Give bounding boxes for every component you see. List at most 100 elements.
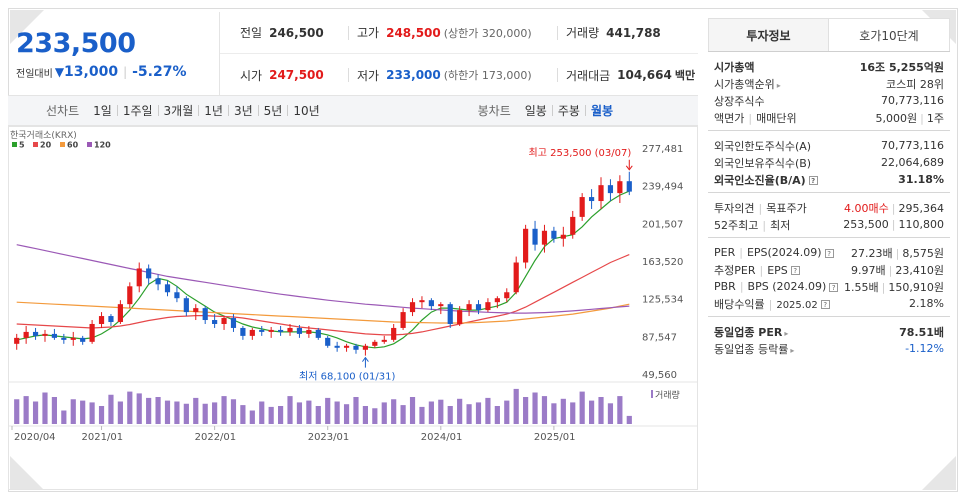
sector-change-row[interactable]: 동일업종 등락률 ▸ -1.12% (714, 342, 944, 356)
candle-body (230, 318, 237, 328)
chevron-right-icon: ▸ (776, 80, 781, 90)
help-icon[interactable]: ? (790, 266, 800, 275)
help-icon[interactable]: ? (824, 248, 834, 258)
candle-body (381, 339, 387, 342)
y-tick-label: 163,520 (642, 257, 683, 268)
stats-row-1: 전일 246,500 고가 248,500 (상한가 320,000) 거래량 … (220, 12, 698, 54)
volume-bar (457, 398, 463, 424)
tab-monthly[interactable]: 월봉 (590, 104, 614, 118)
tab-10y[interactable]: 10년 (293, 104, 320, 118)
volume-bar (570, 402, 576, 424)
volume-bar (155, 397, 161, 424)
candle-body (193, 308, 199, 313)
legend-label-ma120: 120 (94, 141, 111, 150)
min-arrow-icon (362, 356, 369, 362)
stock-panel: 233,500 전일대비 ▼ 13,000 | -5.27% 전일 246,50… (8, 12, 698, 490)
tab-1y[interactable]: 1년 (204, 104, 223, 118)
volume-bar (428, 401, 434, 424)
volume-bar (51, 397, 58, 424)
volume-bar (212, 402, 218, 424)
volume-bar (117, 401, 123, 424)
candle-body (475, 304, 482, 311)
x-tick-label: 2020/04 (14, 432, 56, 443)
y-tick-label: 87,547 (642, 332, 677, 343)
candle-body (541, 230, 548, 245)
candle-body (513, 262, 519, 293)
candle-body (127, 286, 133, 305)
candle-body (325, 337, 331, 346)
volume-bar (32, 401, 39, 424)
legend-label-ma20: 20 (40, 141, 52, 150)
tab-3y[interactable]: 3년 (233, 104, 253, 118)
tab-weekly[interactable]: 주봉 (557, 104, 580, 118)
chevron-right-icon: ▸ (790, 345, 795, 355)
volume-bar (438, 399, 444, 424)
x-tick-label: 2025/01 (534, 432, 576, 443)
candle-body (61, 337, 67, 340)
candle-body (532, 228, 538, 245)
volume-bar (588, 400, 595, 424)
candle-chart-tabs: 봉차트 일봉 주봉 월봉 (473, 102, 618, 119)
volume-bar (174, 401, 180, 424)
foreign-limit-row: 외국인한도주식수(A) 70,773,116 (714, 139, 944, 153)
market-rank-row[interactable]: 시가총액순위 ▸ 코스피 28위 (714, 77, 944, 91)
volume-bar (362, 406, 369, 424)
candle-body (155, 278, 161, 285)
volume-bar (381, 402, 387, 424)
tab-3m[interactable]: 3개월 (163, 104, 194, 118)
tab-daily[interactable]: 일봉 (524, 104, 547, 118)
market-cap-row: 시가총액 16조 5,255억원 (714, 60, 944, 74)
chart-period-tabs: 선차트 1일 1주일 3개월 1년 3년 5년 10년 봉차트 일봉 주봉 월봉 (8, 96, 698, 126)
volume-bar (108, 394, 114, 424)
candle-body (466, 304, 472, 311)
help-icon[interactable]: ? (808, 176, 818, 185)
candle-body (409, 302, 416, 313)
tab-5y[interactable]: 5년 (263, 104, 283, 118)
tab-1w[interactable]: 1주일 (122, 104, 153, 118)
volume-bar (61, 410, 67, 424)
chart-border (8, 126, 698, 490)
legend-swatch-ma20 (33, 142, 38, 147)
max-price-annotation: 최고 253,500 (03/07) (529, 147, 632, 159)
candle-body (174, 292, 180, 299)
candle-body (343, 345, 350, 348)
candle-body (306, 329, 312, 334)
help-icon[interactable]: ? (820, 300, 830, 309)
valuation-section: PER | EPS(2024.09)? 27.23배 | 8,575원 추정PER | EP… (708, 238, 950, 317)
day-low: 저가 233,000 (하한가 173,000) (357, 68, 532, 83)
sector-per-row[interactable]: 동일업종 PER ▸ 78.51배 (714, 325, 944, 339)
investment-info-panel: 투자정보 호가10단계 시가총액 16조 5,255억원 시가총액순위 ▸ 코스피… (708, 18, 950, 488)
volume-bar (409, 397, 416, 424)
volume-bar (296, 402, 303, 424)
candle-body (183, 298, 189, 313)
volume-bar (183, 403, 189, 424)
candle-body (372, 341, 378, 346)
tab-order-book[interactable]: 호가10단계 (829, 18, 950, 51)
volume-bar (494, 406, 500, 424)
volume-bar (579, 391, 585, 424)
legend-label-ma5: 5 (19, 141, 25, 150)
volume-bar (447, 406, 453, 424)
volume-bar (466, 404, 472, 424)
candle-body (277, 329, 284, 332)
volume-bar (70, 399, 76, 424)
price-block: 233,500 전일대비 ▼ 13,000 | -5.27% (8, 12, 220, 96)
candle-body (32, 331, 39, 336)
volume-bar (127, 391, 133, 424)
volume-bar (221, 396, 227, 424)
volume-bar (315, 406, 321, 424)
volume-bar (551, 403, 557, 424)
change-percent: -5.27% (132, 64, 187, 80)
tab-investment-info[interactable]: 투자정보 (708, 18, 829, 51)
candle-body (315, 329, 321, 338)
opinion-section: 투자의견 | 목표주가 4.00매수 | 295,364 52주최고 | 최저 253,50… (708, 193, 950, 238)
candle-body (23, 331, 29, 338)
max-arrow-icon (625, 165, 633, 171)
volume-bar (306, 400, 312, 424)
help-icon[interactable]: ? (829, 282, 839, 292)
volume-bar (230, 399, 237, 424)
tab-1d[interactable]: 1일 (93, 104, 112, 118)
price-stats: 전일 246,500 고가 248,500 (상한가 320,000) 거래량 … (220, 12, 698, 96)
price-change: 전일대비 ▼ 13,000 | -5.27% (16, 64, 187, 80)
volume-bar (475, 402, 482, 424)
